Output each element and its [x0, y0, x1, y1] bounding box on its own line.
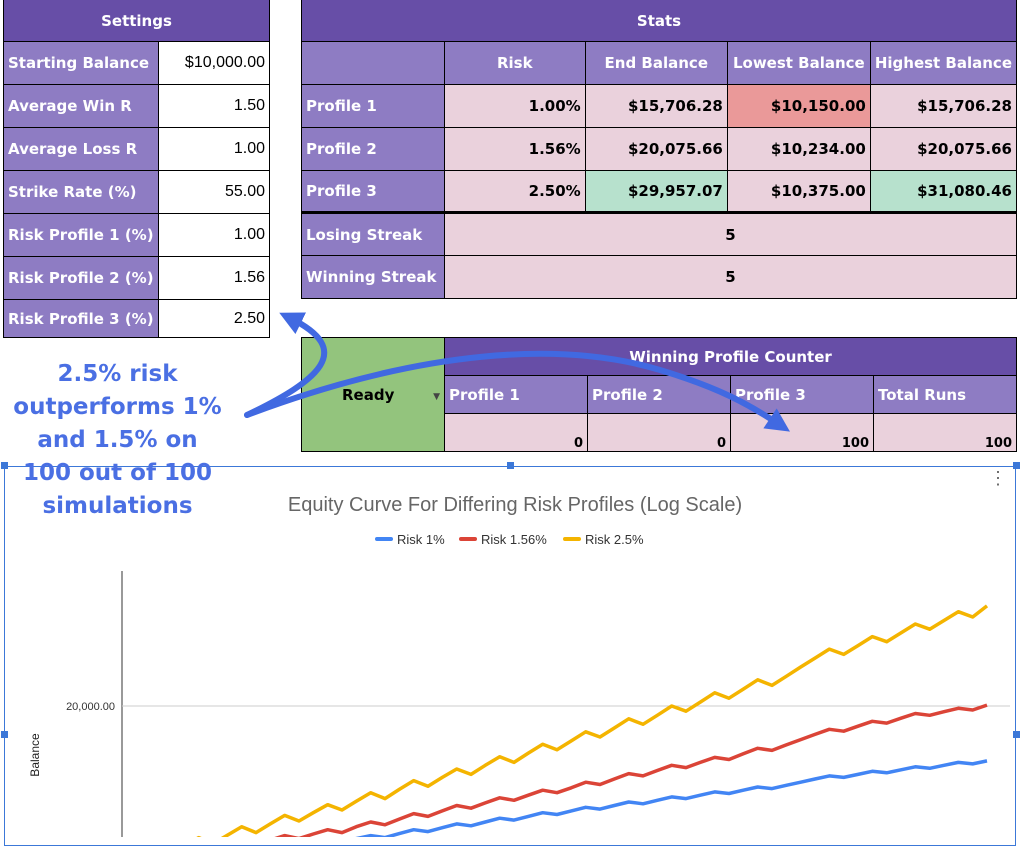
- settings-value-risk-profile-2[interactable]: 1.56: [157, 256, 271, 300]
- chart-title: Equity Curve For Differing Risk Profiles…: [288, 494, 742, 516]
- chart-legend: Risk 1% Risk 1.56% Risk 2.5%: [375, 532, 644, 547]
- stats-cell-p3-risk[interactable]: 2.50%: [443, 170, 586, 213]
- status-dropdown-value[interactable]: Ready: [342, 385, 395, 404]
- chevron-down-icon[interactable]: ▼: [433, 391, 440, 402]
- stats-cell-p2-end[interactable]: $20,075.66: [584, 127, 728, 171]
- counter-value-profile-2[interactable]: 0: [587, 413, 731, 452]
- stats-losing-streak-label[interactable]: Losing Streak: [301, 211, 445, 256]
- resize-handle-top-center[interactable]: [507, 462, 514, 469]
- stats-header-highest-balance[interactable]: Highest Balance: [869, 41, 1018, 85]
- legend-label-2[interactable]: Risk 1.56%: [481, 532, 547, 547]
- counter-header-profile-3[interactable]: Profile 3: [730, 375, 874, 414]
- counter-header-total-runs[interactable]: Total Runs: [873, 375, 1017, 414]
- stats-table: Stats Risk End Balance Lowest Balance Hi…: [301, 0, 1018, 299]
- stats-cell-p1-highest[interactable]: $15,706.28: [869, 84, 1018, 128]
- stats-cell-p3-lowest[interactable]: $10,375.00: [726, 170, 871, 213]
- status-dropdown-cell[interactable]: Ready ▼: [301, 337, 445, 452]
- stats-title: Stats: [301, 0, 1017, 42]
- settings-value-average-loss[interactable]: 1.00: [157, 127, 271, 171]
- stats-cell-p2-risk[interactable]: 1.56%: [443, 127, 586, 171]
- chart-menu-icon[interactable]: ⋮: [989, 468, 1007, 488]
- chart-series-group: [181, 604, 989, 846]
- series-line-1: [271, 759, 988, 846]
- stats-header-end-balance[interactable]: End Balance: [584, 41, 728, 85]
- y-tick-label-20000: 20,000.00: [66, 701, 115, 713]
- settings-label-average-win[interactable]: Average Win R: [3, 84, 159, 128]
- stats-row-label-profile-3[interactable]: Profile 3: [301, 170, 445, 213]
- counter-table: Ready ▼ Winning Profile Counter Profile …: [301, 337, 1017, 452]
- stats-winning-streak-value[interactable]: 5: [443, 255, 1018, 299]
- series-line-3: [181, 604, 989, 846]
- counter-header-profile-1[interactable]: Profile 1: [444, 375, 588, 414]
- stats-row-label-profile-2[interactable]: Profile 2: [301, 127, 445, 171]
- settings-value-risk-profile-3[interactable]: 2.50: [157, 299, 271, 338]
- resize-handle-top-left[interactable]: [1, 462, 8, 469]
- settings-table: Settings Starting Balance $10,000.00 Ave…: [3, 0, 271, 338]
- settings-label-strike-rate[interactable]: Strike Rate (%): [3, 170, 159, 214]
- stats-cell-p3-highest[interactable]: $31,080.46: [869, 170, 1018, 213]
- resize-handle-middle-right[interactable]: [1013, 731, 1020, 738]
- settings-value-risk-profile-1[interactable]: 1.00: [157, 213, 271, 257]
- settings-value-starting-balance[interactable]: $10,000.00: [157, 41, 271, 85]
- counter-title: Winning Profile Counter: [444, 337, 1017, 376]
- settings-label-starting-balance[interactable]: Starting Balance: [3, 41, 159, 85]
- counter-value-profile-1[interactable]: 0: [444, 413, 588, 452]
- stats-cell-p1-end[interactable]: $15,706.28: [584, 84, 728, 128]
- settings-label-risk-profile-3[interactable]: Risk Profile 3 (%): [3, 299, 159, 338]
- settings-value-strike-rate[interactable]: 55.00: [157, 170, 271, 214]
- stats-row-label-profile-1[interactable]: Profile 1: [301, 84, 445, 128]
- counter-value-profile-3[interactable]: 100: [730, 413, 874, 452]
- legend-label-3[interactable]: Risk 2.5%: [585, 532, 644, 547]
- stats-cell-p1-risk[interactable]: 1.00%: [443, 84, 586, 128]
- stats-cell-p1-lowest[interactable]: $10,150.00: [726, 84, 871, 128]
- settings-label-average-loss[interactable]: Average Loss R: [3, 127, 159, 171]
- resize-handle-top-right[interactable]: [1013, 462, 1020, 469]
- settings-value-average-win[interactable]: 1.50: [157, 84, 271, 128]
- settings-title: Settings: [3, 0, 270, 42]
- settings-label-risk-profile-2[interactable]: Risk Profile 2 (%): [3, 256, 159, 300]
- stats-header-lowest-balance[interactable]: Lowest Balance: [726, 41, 871, 85]
- counter-value-total-runs[interactable]: 100: [873, 413, 1017, 452]
- series-line-2: [222, 703, 988, 846]
- stats-cell-p2-lowest[interactable]: $10,234.00: [726, 127, 871, 171]
- stats-cell-p2-highest[interactable]: $20,075.66: [869, 127, 1018, 171]
- stats-winning-streak-label[interactable]: Winning Streak: [301, 255, 445, 299]
- legend-label-1[interactable]: Risk 1%: [397, 532, 445, 547]
- counter-header-profile-2[interactable]: Profile 2: [587, 375, 731, 414]
- stats-corner-cell[interactable]: [301, 41, 445, 85]
- equity-curve-chart: Equity Curve For Differing Risk Profiles…: [28, 494, 1010, 846]
- annotation-text: 2.5% risk outperforms 1% and 1.5% on 100…: [13, 361, 222, 519]
- y-axis-label: Balance: [28, 733, 42, 777]
- chart-container[interactable]: Equity Curve For Differing Risk Profiles…: [4, 466, 1016, 846]
- resize-handle-middle-left[interactable]: [1, 731, 8, 738]
- stats-header-risk[interactable]: Risk: [443, 41, 586, 85]
- stats-losing-streak-value[interactable]: 5: [443, 211, 1018, 256]
- stats-cell-p3-end[interactable]: $29,957.07: [584, 170, 728, 213]
- settings-label-risk-profile-1[interactable]: Risk Profile 1 (%): [3, 213, 159, 257]
